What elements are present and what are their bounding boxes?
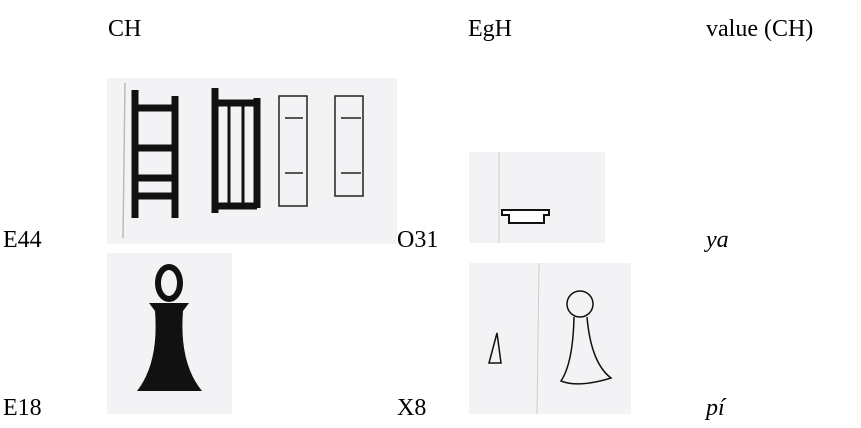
header-cell: value (CH): [706, 16, 814, 42]
sign-code: X8: [397, 395, 427, 421]
sign-value: ya: [706, 227, 729, 253]
sign-image: [107, 253, 232, 414]
header-cell: CH: [108, 16, 142, 42]
sign-value: pí: [706, 395, 725, 421]
sign-code: E18: [3, 395, 42, 421]
sign-code: O31: [397, 227, 439, 253]
sign-image: [469, 152, 605, 243]
sign-code: E44: [3, 227, 42, 253]
sign-image: [107, 78, 397, 244]
sign-image: [469, 263, 631, 414]
header-cell: EgH: [468, 16, 512, 42]
